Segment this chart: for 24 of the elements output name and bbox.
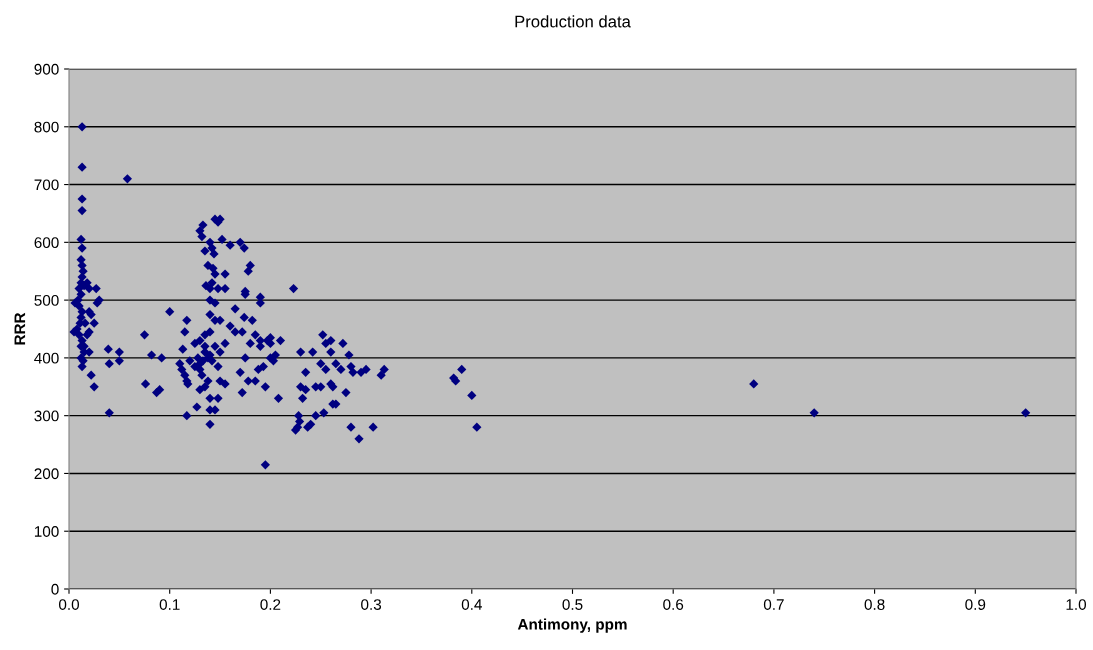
y-tick-label: 200 [34, 468, 59, 480]
x-tick-label: 0.6 [663, 599, 684, 610]
x-tick-label: 0.4 [461, 599, 482, 610]
x-tick-label: 0.3 [361, 599, 382, 610]
y-tick-label: 500 [34, 294, 59, 306]
y-tick-label: 400 [34, 352, 59, 364]
y-tick-label: 0 [51, 583, 59, 595]
y-tick-label: 300 [34, 410, 59, 422]
x-axis-title: Antimony, ppm [517, 618, 627, 633]
y-tick-label: 100 [34, 526, 59, 537]
x-tick-label: 0.8 [864, 599, 885, 610]
chart-title: Production data [515, 15, 631, 28]
x-tick-label: 0.7 [763, 599, 784, 610]
x-tick-label: 1.0 [1066, 599, 1087, 610]
y-tick-label: 700 [34, 179, 59, 191]
x-tick-label: 0.0 [58, 599, 80, 610]
x-tick-label: 0.2 [260, 599, 281, 610]
x-tick-label: 0.9 [965, 599, 986, 610]
y-tick-label: 900 [34, 63, 59, 75]
y-axis-title: RRR [14, 312, 26, 345]
y-tick-label: 800 [34, 121, 59, 133]
x-tick-label: 0.1 [159, 599, 180, 610]
x-tick-label: 0.5 [562, 599, 583, 610]
y-tick-label: 600 [34, 237, 59, 249]
